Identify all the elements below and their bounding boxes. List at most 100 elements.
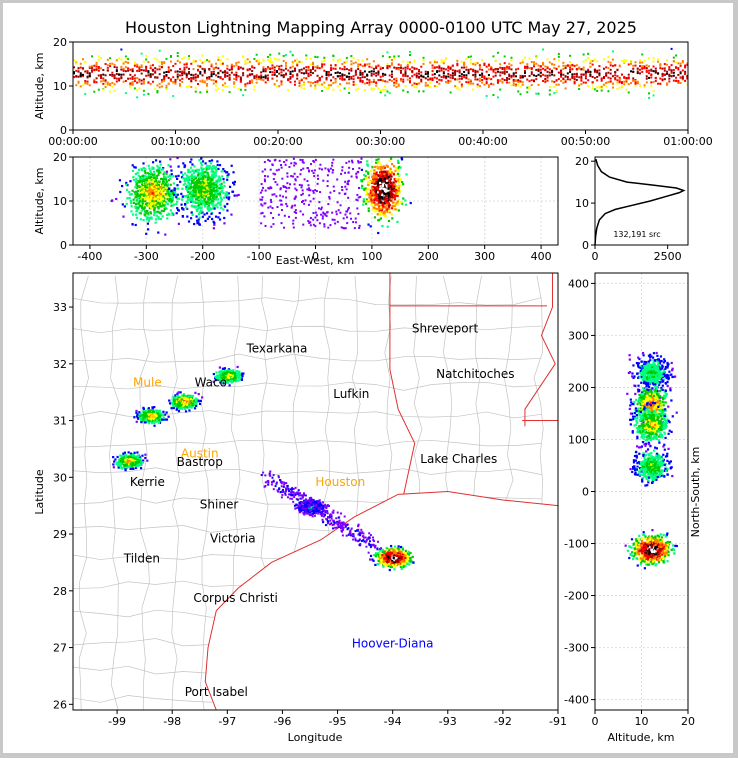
y-axis-label: Altitude, km	[33, 52, 46, 119]
ew-density-mark	[225, 171, 228, 174]
time-density-mark	[158, 73, 161, 76]
time-density-mark	[215, 80, 218, 83]
time-density-mark	[217, 56, 220, 59]
time-density-mark	[399, 69, 402, 72]
ew-density-mark	[156, 195, 160, 199]
ew-density-mark	[206, 187, 209, 190]
ew-sparse-mark	[350, 217, 353, 220]
ew-density-mark	[151, 183, 154, 186]
ew-density-mark	[162, 177, 166, 181]
time-density-mark	[654, 67, 657, 70]
ew-density-mark	[135, 186, 139, 189]
time-density-mark	[352, 80, 355, 83]
time-density-mark	[206, 89, 209, 92]
time-density-mark	[487, 77, 490, 80]
time-density-mark	[269, 68, 272, 71]
ew-density-mark	[207, 166, 210, 169]
ew-sparse-mark	[340, 186, 343, 189]
time-density-mark	[528, 74, 531, 77]
ew-density-mark	[200, 163, 203, 167]
ew-density-mark	[386, 192, 389, 195]
time-density-mark	[427, 84, 430, 87]
time-density-mark	[131, 68, 134, 71]
time-density-mark	[553, 85, 556, 88]
ew-density-mark	[184, 172, 187, 175]
ew-density-mark	[149, 205, 153, 209]
time-density-mark	[406, 67, 409, 70]
y-tick-label: 0	[60, 124, 67, 137]
time-density-mark	[510, 68, 513, 71]
time-density-mark	[163, 71, 166, 74]
ew-density-mark	[168, 174, 171, 177]
ew-density-mark	[362, 203, 365, 206]
ew-density-mark	[134, 166, 137, 169]
time-density-mark	[575, 64, 578, 67]
ew-density-mark	[175, 196, 178, 199]
time-density-mark	[571, 68, 574, 71]
time-density-mark	[206, 78, 209, 81]
ew-density-mark	[218, 202, 221, 205]
time-density-mark	[447, 66, 450, 69]
ew-density-mark	[206, 172, 209, 175]
time-density-mark	[411, 70, 414, 73]
time-density-mark	[474, 73, 477, 76]
ew-density-mark	[162, 167, 165, 170]
time-density-mark	[449, 74, 452, 77]
time-density-mark	[384, 85, 387, 88]
time-density-mark	[381, 67, 384, 70]
time-density-mark	[668, 73, 671, 76]
ew-density-mark	[165, 183, 168, 186]
ew-density-mark	[144, 193, 147, 196]
y-axis-label: Altitude, km	[33, 167, 46, 234]
time-density-mark	[264, 74, 267, 77]
time-density-mark	[499, 88, 502, 91]
time-density-mark	[194, 76, 197, 79]
time-density-mark	[454, 85, 457, 88]
time-density-mark	[77, 81, 80, 84]
time-density-mark	[102, 68, 105, 71]
time-density-mark	[165, 84, 168, 87]
time-density-mark	[546, 76, 549, 79]
ew-density-mark	[174, 191, 177, 194]
ew-density-mark	[167, 175, 170, 178]
ew-density-mark	[230, 164, 233, 167]
time-density-mark	[129, 82, 132, 85]
time-density-mark	[124, 60, 127, 63]
time-density-mark	[436, 80, 439, 83]
time-density-mark	[197, 74, 200, 77]
time-density-mark	[679, 82, 682, 85]
time-density-mark	[122, 69, 125, 72]
ew-density-mark	[378, 196, 381, 199]
time-density-mark	[264, 69, 267, 72]
ew-density-mark	[222, 178, 225, 181]
time-density-mark	[611, 50, 614, 53]
time-density-mark	[332, 67, 335, 70]
ew-density-mark	[159, 202, 163, 205]
time-density-mark	[463, 66, 466, 69]
time-density-mark	[109, 65, 112, 68]
ew-density-mark	[156, 189, 159, 192]
time-density-mark	[345, 68, 348, 71]
time-density-mark	[465, 81, 468, 84]
time-density-mark	[127, 67, 130, 70]
ew-sparse-mark	[281, 177, 284, 180]
time-density-mark	[88, 84, 91, 87]
time-density-mark	[505, 67, 508, 70]
time-density-mark	[298, 60, 301, 63]
ew-density-mark	[220, 198, 224, 201]
time-density-mark	[460, 85, 463, 88]
time-density-mark	[221, 71, 224, 74]
ew-density-mark	[368, 195, 371, 198]
ew-density-mark	[201, 160, 205, 163]
ew-density-mark	[139, 193, 142, 196]
time-density-mark	[544, 65, 547, 68]
time-density-mark	[485, 81, 488, 84]
time-density-mark	[372, 78, 375, 81]
ew-density-mark	[215, 193, 218, 196]
ew-density-mark	[166, 198, 169, 201]
ew-density-mark	[197, 185, 201, 188]
time-density-mark	[490, 67, 493, 70]
time-density-mark	[343, 74, 346, 77]
time-density-mark	[571, 63, 574, 66]
ew-sparse-mark	[308, 189, 311, 192]
